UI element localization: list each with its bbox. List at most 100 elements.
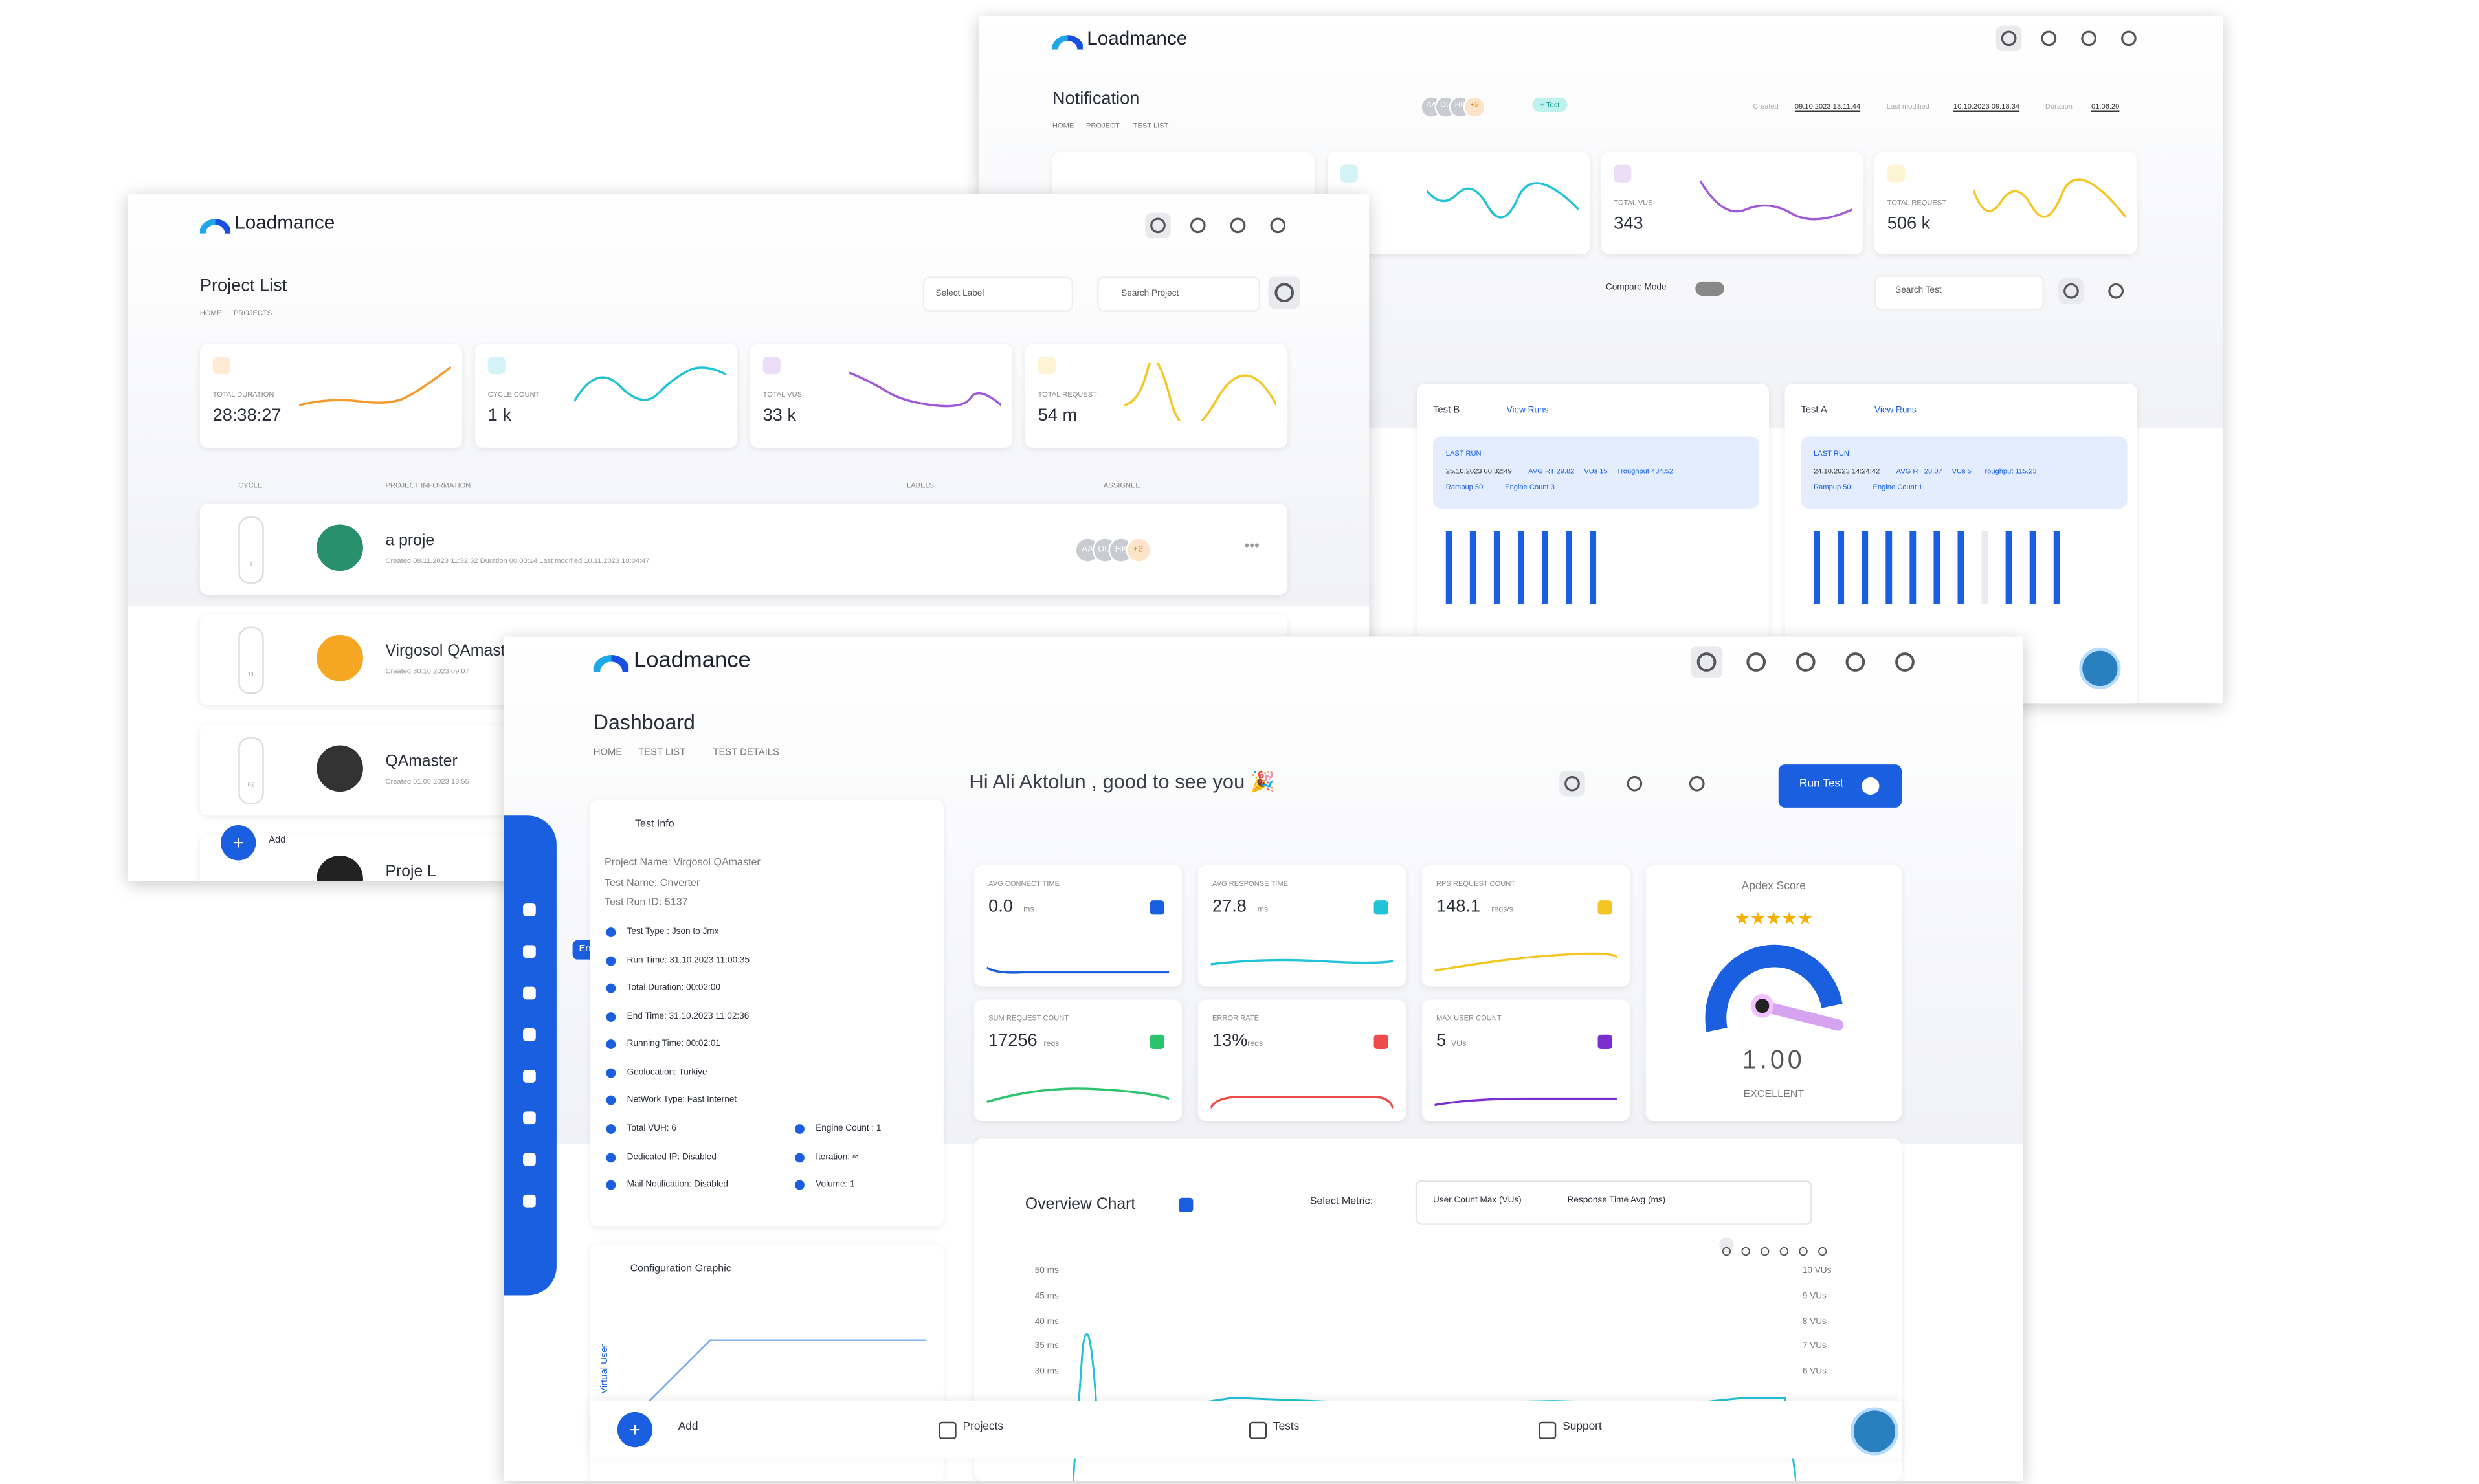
stat-card: TOTAL VUS 33 k	[750, 344, 1013, 448]
toolbar-icon[interactable]	[1816, 1238, 1830, 1256]
toolbar-icon[interactable]	[1622, 771, 1648, 797]
toolbar-icon[interactable]	[2103, 278, 2129, 304]
sparkline-svg	[300, 363, 452, 421]
sidebar-icon[interactable]	[523, 1153, 536, 1166]
toolbar-icon[interactable]	[1740, 646, 1772, 678]
metric-unit: VUs	[1451, 1039, 1467, 1049]
sparkline	[850, 363, 1002, 421]
icon-glyph	[2063, 283, 2079, 299]
toolbar-icon[interactable]	[1889, 646, 1920, 678]
add-button[interactable]: +	[220, 825, 256, 861]
select-text: Select Label	[935, 289, 984, 300]
icon-glyph	[1627, 775, 1643, 792]
view-runs[interactable]: View Runs	[1506, 406, 1549, 416]
breadcrumb-item: HOME	[593, 748, 623, 759]
sparkline-svg	[1427, 171, 1579, 228]
project-avatar	[317, 855, 363, 881]
icon-glyph	[1270, 217, 1286, 234]
sidebar-icon[interactable]	[523, 1070, 536, 1083]
toolbar-icon[interactable]	[1790, 646, 1821, 678]
toolbar-icon[interactable]	[1758, 1238, 1772, 1256]
icon-glyph	[1779, 1246, 1789, 1256]
toolbar-icon[interactable]	[1185, 213, 1211, 239]
toolbar-icon[interactable]	[1559, 771, 1585, 797]
sparkline	[1427, 171, 1579, 228]
sparkline-svg	[987, 929, 1170, 977]
gauge-svg	[1705, 944, 1844, 1032]
toolbar-icon[interactable]	[1684, 771, 1710, 797]
run-field: Engine Count 1	[1873, 483, 1923, 491]
user-avatar[interactable]	[1850, 1407, 1899, 1456]
stat-icon	[1887, 164, 1905, 183]
view-runs[interactable]: View Runs	[1874, 406, 1917, 416]
info-item: Run Time: 31.10.2023 11:00:35	[627, 955, 750, 966]
toolbar-icon[interactable]	[1777, 1238, 1791, 1256]
toolbar-icon[interactable]	[2036, 26, 2062, 52]
nav-item[interactable]: Tests	[1273, 1421, 1300, 1434]
logo-icon	[199, 213, 232, 236]
info-icon	[795, 1180, 805, 1190]
nav-item[interactable]: Projects	[962, 1421, 1004, 1434]
run-field: 24.10.2023 14:24:42	[1814, 467, 1880, 475]
toolbar-icon[interactable]	[1995, 25, 2022, 52]
page-title: Notification	[1052, 89, 1140, 109]
info-head: Project Name: Virgosol QAmaster	[605, 857, 761, 869]
info-head: Test Run ID: 5137	[605, 897, 688, 909]
test-info-panel: Test Info Project Name: Virgosol QAmaster…	[590, 799, 944, 1227]
toolbar-icon[interactable]	[1268, 276, 1300, 309]
select-label[interactable]: Select Label	[922, 276, 1074, 312]
sidebar-icon[interactable]	[523, 945, 536, 958]
sparkline-svg	[850, 363, 1002, 421]
toolbar-icon[interactable]	[1719, 1237, 1734, 1256]
toolbar-icon[interactable]	[2058, 278, 2084, 304]
toolbar-icon[interactable]	[2076, 26, 2102, 52]
metric-card: RPS REQUEST COUNT 148.1 reqs/s	[1421, 865, 1630, 987]
toolbar-icon[interactable]	[2116, 26, 2142, 52]
sidebar-icon[interactable]	[523, 1111, 536, 1125]
nav-item[interactable]: Add	[678, 1421, 698, 1434]
project-avatar	[317, 524, 363, 571]
sidebar	[504, 815, 557, 1296]
toolbar-icon[interactable]	[1796, 1238, 1810, 1256]
run-bar	[1981, 531, 1988, 605]
sidebar-icon[interactable]	[523, 986, 536, 1000]
info-head: Test Name: Cnverter	[605, 877, 700, 889]
info-icon	[606, 1067, 616, 1078]
stat-value: 28:38:27	[212, 406, 282, 426]
stat-icon	[1340, 164, 1358, 183]
stat-label: TOTAL REQUEST	[1887, 198, 1947, 206]
user-avatar[interactable]	[2079, 647, 2121, 690]
sidebar-icon[interactable]	[523, 903, 536, 916]
run-test-button[interactable]: Run Test	[1778, 764, 1902, 808]
icon-glyph	[1795, 652, 1816, 672]
run-bar	[2029, 531, 2036, 605]
toolbar-icon[interactable]	[1840, 646, 1871, 678]
overview-icon	[1179, 1197, 1194, 1213]
y2-tick-label: 7 VUs	[1802, 1342, 1827, 1352]
sparkline-svg	[987, 1063, 1170, 1111]
more-menu[interactable]: •••	[1244, 537, 1260, 553]
sidebar-icon[interactable]	[523, 1194, 536, 1208]
toolbar-icon[interactable]	[1265, 213, 1291, 239]
toolbar-icon[interactable]	[1145, 212, 1171, 239]
info-icon	[606, 1039, 616, 1049]
metric-select[interactable]: User Count Max (VUs) Response Time Avg (m…	[1415, 1180, 1812, 1225]
sidebar-icon[interactable]	[523, 1028, 536, 1041]
search-box[interactable]: Search Test	[1874, 275, 2044, 311]
toggle[interactable]	[1695, 281, 1724, 296]
add-button[interactable]: +	[617, 1412, 653, 1448]
metric-card: AVG CONNECT TIME 0.0 ms	[973, 865, 1183, 987]
nav-item[interactable]: Support	[1562, 1421, 1602, 1434]
run-bar	[1445, 531, 1452, 605]
column-header: CYCLE	[238, 481, 263, 490]
run-bar	[1814, 531, 1819, 605]
sparkline-svg	[1700, 171, 1852, 228]
search-box[interactable]: Search Project	[1097, 276, 1261, 312]
toolbar-icon[interactable]	[1739, 1238, 1753, 1256]
nav-icon	[1539, 1421, 1557, 1439]
toolbar-icon[interactable]	[1690, 646, 1723, 678]
toolbar-icon[interactable]	[1225, 213, 1251, 239]
sparkline-svg	[1434, 929, 1617, 977]
run-icon	[1862, 777, 1880, 795]
run-field: Troughput 115.23	[1981, 467, 2037, 475]
